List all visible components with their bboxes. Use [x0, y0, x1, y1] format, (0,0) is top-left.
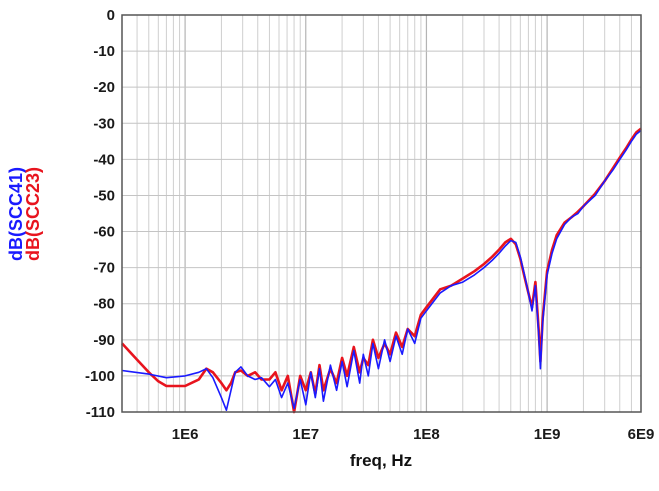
y-tick-label: -90 [93, 332, 115, 349]
series-line-db-scc41- [122, 131, 641, 411]
x-tick-label: 1E7 [292, 426, 319, 443]
y-tick-label: -50 [93, 187, 115, 204]
x-tick-label: 1E8 [413, 426, 440, 443]
y-tick-label: -110 [86, 404, 115, 421]
x-tick-label: 1E6 [172, 426, 199, 443]
series-line-db-scc23- [122, 129, 641, 412]
y-tick-label: -60 [93, 224, 115, 241]
y-tick-label: -20 [93, 79, 115, 96]
y-axis-title-2: dB(SCC23) [23, 167, 43, 261]
x-axis-title: freq, Hz [350, 451, 412, 470]
y-tick-label: -70 [93, 260, 115, 277]
y-tick-label: -40 [93, 151, 115, 168]
y-tick-label: 0 [107, 7, 115, 24]
y-tick-label: -80 [93, 296, 115, 313]
x-tick-label: 6E9 [628, 426, 655, 443]
y-tick-label: -10 [93, 43, 115, 60]
series-layer [122, 129, 641, 412]
x-tick-label: 1E9 [534, 426, 561, 443]
y-tick-labels: 0 -10 -20 -30 -40 -50 -60 -70 -80 -90 -100 -110 [85, 7, 115, 421]
y-tick-label: -100 [85, 368, 115, 385]
y-tick-label: -30 [93, 115, 115, 132]
y-axis-titles: dB(SCC41) dB(SCC23) [6, 167, 43, 261]
x-tick-labels: 1E6 1E7 1E8 1E9 6E9 [172, 426, 655, 443]
